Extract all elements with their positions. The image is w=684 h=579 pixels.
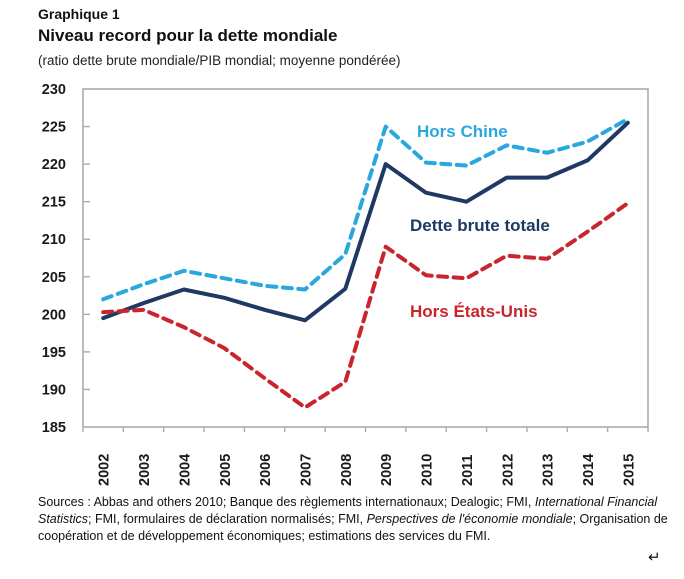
x-axis-label: 2011 bbox=[460, 455, 476, 486]
page-title: Niveau record pour la dette mondiale bbox=[38, 25, 338, 45]
y-axis-label: 215 bbox=[42, 195, 66, 211]
y-axis-label: 185 bbox=[42, 420, 66, 436]
y-axis-label: 195 bbox=[42, 345, 66, 361]
plot-border bbox=[82, 88, 649, 428]
x-axis-label: 2012 bbox=[500, 454, 516, 486]
y-axis-label: 220 bbox=[42, 157, 66, 173]
series-label-hors-etats-unis: Hors États-Unis bbox=[410, 302, 538, 321]
y-axis-label: 225 bbox=[42, 120, 66, 136]
figure-number: Graphique 1 bbox=[38, 6, 120, 22]
x-axis-label: 2015 bbox=[621, 454, 637, 486]
y-axis-label: 210 bbox=[42, 232, 66, 248]
chart-header: Graphique 1 Niveau record pour la dette … bbox=[38, 6, 658, 69]
chart-subtitle: (ratio dette brute mondiale/PIB mondial;… bbox=[38, 53, 401, 69]
series-line-dette-brute-totale bbox=[101, 120, 630, 323]
source-title-italic: International Financial Statistics bbox=[38, 495, 658, 526]
x-axis-label: 2009 bbox=[379, 454, 395, 486]
x-axis-label: 2010 bbox=[420, 454, 436, 486]
y-axis-label: 190 bbox=[42, 382, 66, 398]
x-axis-label: 2008 bbox=[339, 454, 355, 486]
x-axis-label: 2006 bbox=[258, 454, 274, 486]
series-label-dette-brute-totale: Dette brute totale bbox=[410, 216, 550, 235]
y-axis-label: 200 bbox=[42, 307, 66, 323]
x-axis-label: 2005 bbox=[218, 454, 234, 486]
return-icon: ↵ bbox=[648, 549, 661, 566]
y-axis-label: 230 bbox=[42, 82, 66, 98]
source-text: Sources : Abbas and others 2010; Banque … bbox=[38, 495, 535, 509]
x-axis-label: 2003 bbox=[137, 454, 153, 486]
source-text: ; Organisation de coopération et de déve… bbox=[38, 512, 668, 543]
sources-note: Sources : Abbas and others 2010; Banque … bbox=[38, 494, 670, 545]
x-axis-label: 2002 bbox=[97, 454, 113, 486]
series-line-hors-etats-unis bbox=[101, 201, 630, 410]
x-axis-label: 2013 bbox=[541, 454, 557, 486]
x-axis-label: 2004 bbox=[177, 454, 193, 486]
source-title-italic: Perspectives de l'économie mondiale bbox=[366, 512, 573, 526]
source-text: ; FMI, formulaires de déclaration normal… bbox=[88, 512, 367, 526]
y-axis-label: 205 bbox=[42, 270, 66, 286]
x-axis-label: 2014 bbox=[581, 454, 597, 486]
series-line-hors-chine bbox=[101, 117, 630, 302]
series-label-hors-chine: Hors Chine bbox=[417, 122, 508, 141]
x-axis-label: 2007 bbox=[298, 454, 314, 486]
